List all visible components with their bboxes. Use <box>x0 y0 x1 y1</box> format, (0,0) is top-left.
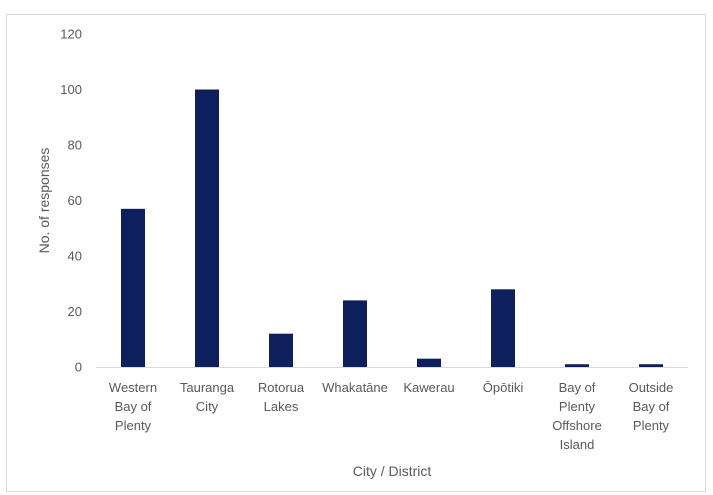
y-tick-label: 20 <box>68 304 82 319</box>
x-tick-label: Western Bay of Plenty <box>109 380 157 433</box>
y-axis-title: No. of responses <box>36 148 52 254</box>
x-tick-label: Bay of Plenty Offshore Island <box>552 380 602 452</box>
x-tick-label: Whakatāne <box>322 380 388 395</box>
x-tick-label: Tauranga City <box>180 380 235 414</box>
y-tick-label: 60 <box>68 193 82 208</box>
bar <box>565 364 589 367</box>
x-tick-label: Outside Bay of Plenty <box>629 380 674 433</box>
x-tick-label: Rotorua Lakes <box>258 380 305 414</box>
x-tick-label: Kawerau <box>403 380 454 395</box>
y-tick-label: 80 <box>68 138 82 153</box>
bar <box>343 300 367 367</box>
bar <box>491 289 515 367</box>
y-tick-label: 0 <box>75 360 82 375</box>
bar <box>121 208 145 367</box>
bar <box>639 364 663 367</box>
bar <box>417 358 441 367</box>
x-axis-title: City / District <box>353 463 432 479</box>
y-tick-label: 40 <box>68 249 82 264</box>
y-tick-label: 100 <box>60 82 82 97</box>
y-tick-label: 120 <box>60 27 82 42</box>
bar <box>269 333 293 367</box>
bar <box>195 89 219 367</box>
x-tick-label: Ōpōtiki <box>483 380 524 395</box>
